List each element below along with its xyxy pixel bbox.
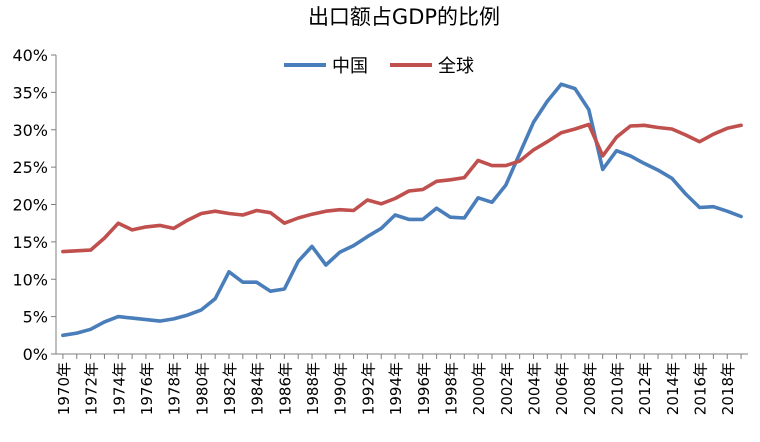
x-tick-label: 1988年 [304,362,322,415]
x-tick-label: 2006年 [553,362,571,415]
y-tick-label: 40% [12,46,48,65]
chart-title: 出口额占GDP的比例 [308,5,500,29]
x-tick-label: 1974年 [110,362,128,415]
y-tick-label: 15% [12,233,48,252]
x-tick-label: 1998年 [442,362,460,415]
x-tick-label: 2014年 [664,362,682,415]
series-line-china [61,82,743,338]
x-tick-label: 1978年 [166,362,184,415]
y-axis: 0% 5% 10% 15% 20% 25% 30% 35% 40% [12,46,57,364]
legend: 中国 全球 [284,56,474,77]
y-tick-label: 30% [12,121,48,140]
x-tick-label: 1994年 [387,362,405,415]
series-layer [61,82,743,338]
x-tick-label: 1984年 [249,362,267,415]
x-tick-label: 2000年 [470,362,488,415]
legend-label-china: 中国 [332,56,368,77]
y-tick-label: 10% [12,270,48,289]
x-tick-label: 1976年 [138,362,156,415]
x-tick-label: 2008年 [581,362,599,415]
x-tick-label: 1990年 [332,362,350,415]
y-tick-label: 35% [12,83,48,102]
legend-label-world: 全球 [438,56,474,77]
x-tick-label: 1972年 [83,362,101,415]
x-tick-label: 1980年 [193,362,211,415]
x-tick-label: 1996年 [415,362,433,415]
x-tick-label: 2002年 [498,362,516,415]
y-tick-label: 5% [23,308,48,327]
x-axis: 1970年 1972年 1974年 1976年 1978年 1980年 1982年 1984年… [55,353,748,415]
x-tick-label: 1992年 [359,362,377,415]
x-tick-label: 2004年 [525,362,543,415]
x-tick-label: 2018年 [719,362,737,415]
x-tick-label: 2012年 [636,362,654,415]
y-tick-label: 0% [23,345,48,364]
x-tick-label: 1986年 [276,362,294,415]
series-line-world [61,122,743,254]
x-tick-label: 2010年 [609,362,627,415]
x-tick-label: 1970年 [55,362,73,415]
x-tick-label: 1982年 [221,362,239,415]
x-tick-label: 2016年 [692,362,710,415]
y-tick-label: 20% [12,196,48,215]
y-tick-label: 25% [12,158,48,177]
